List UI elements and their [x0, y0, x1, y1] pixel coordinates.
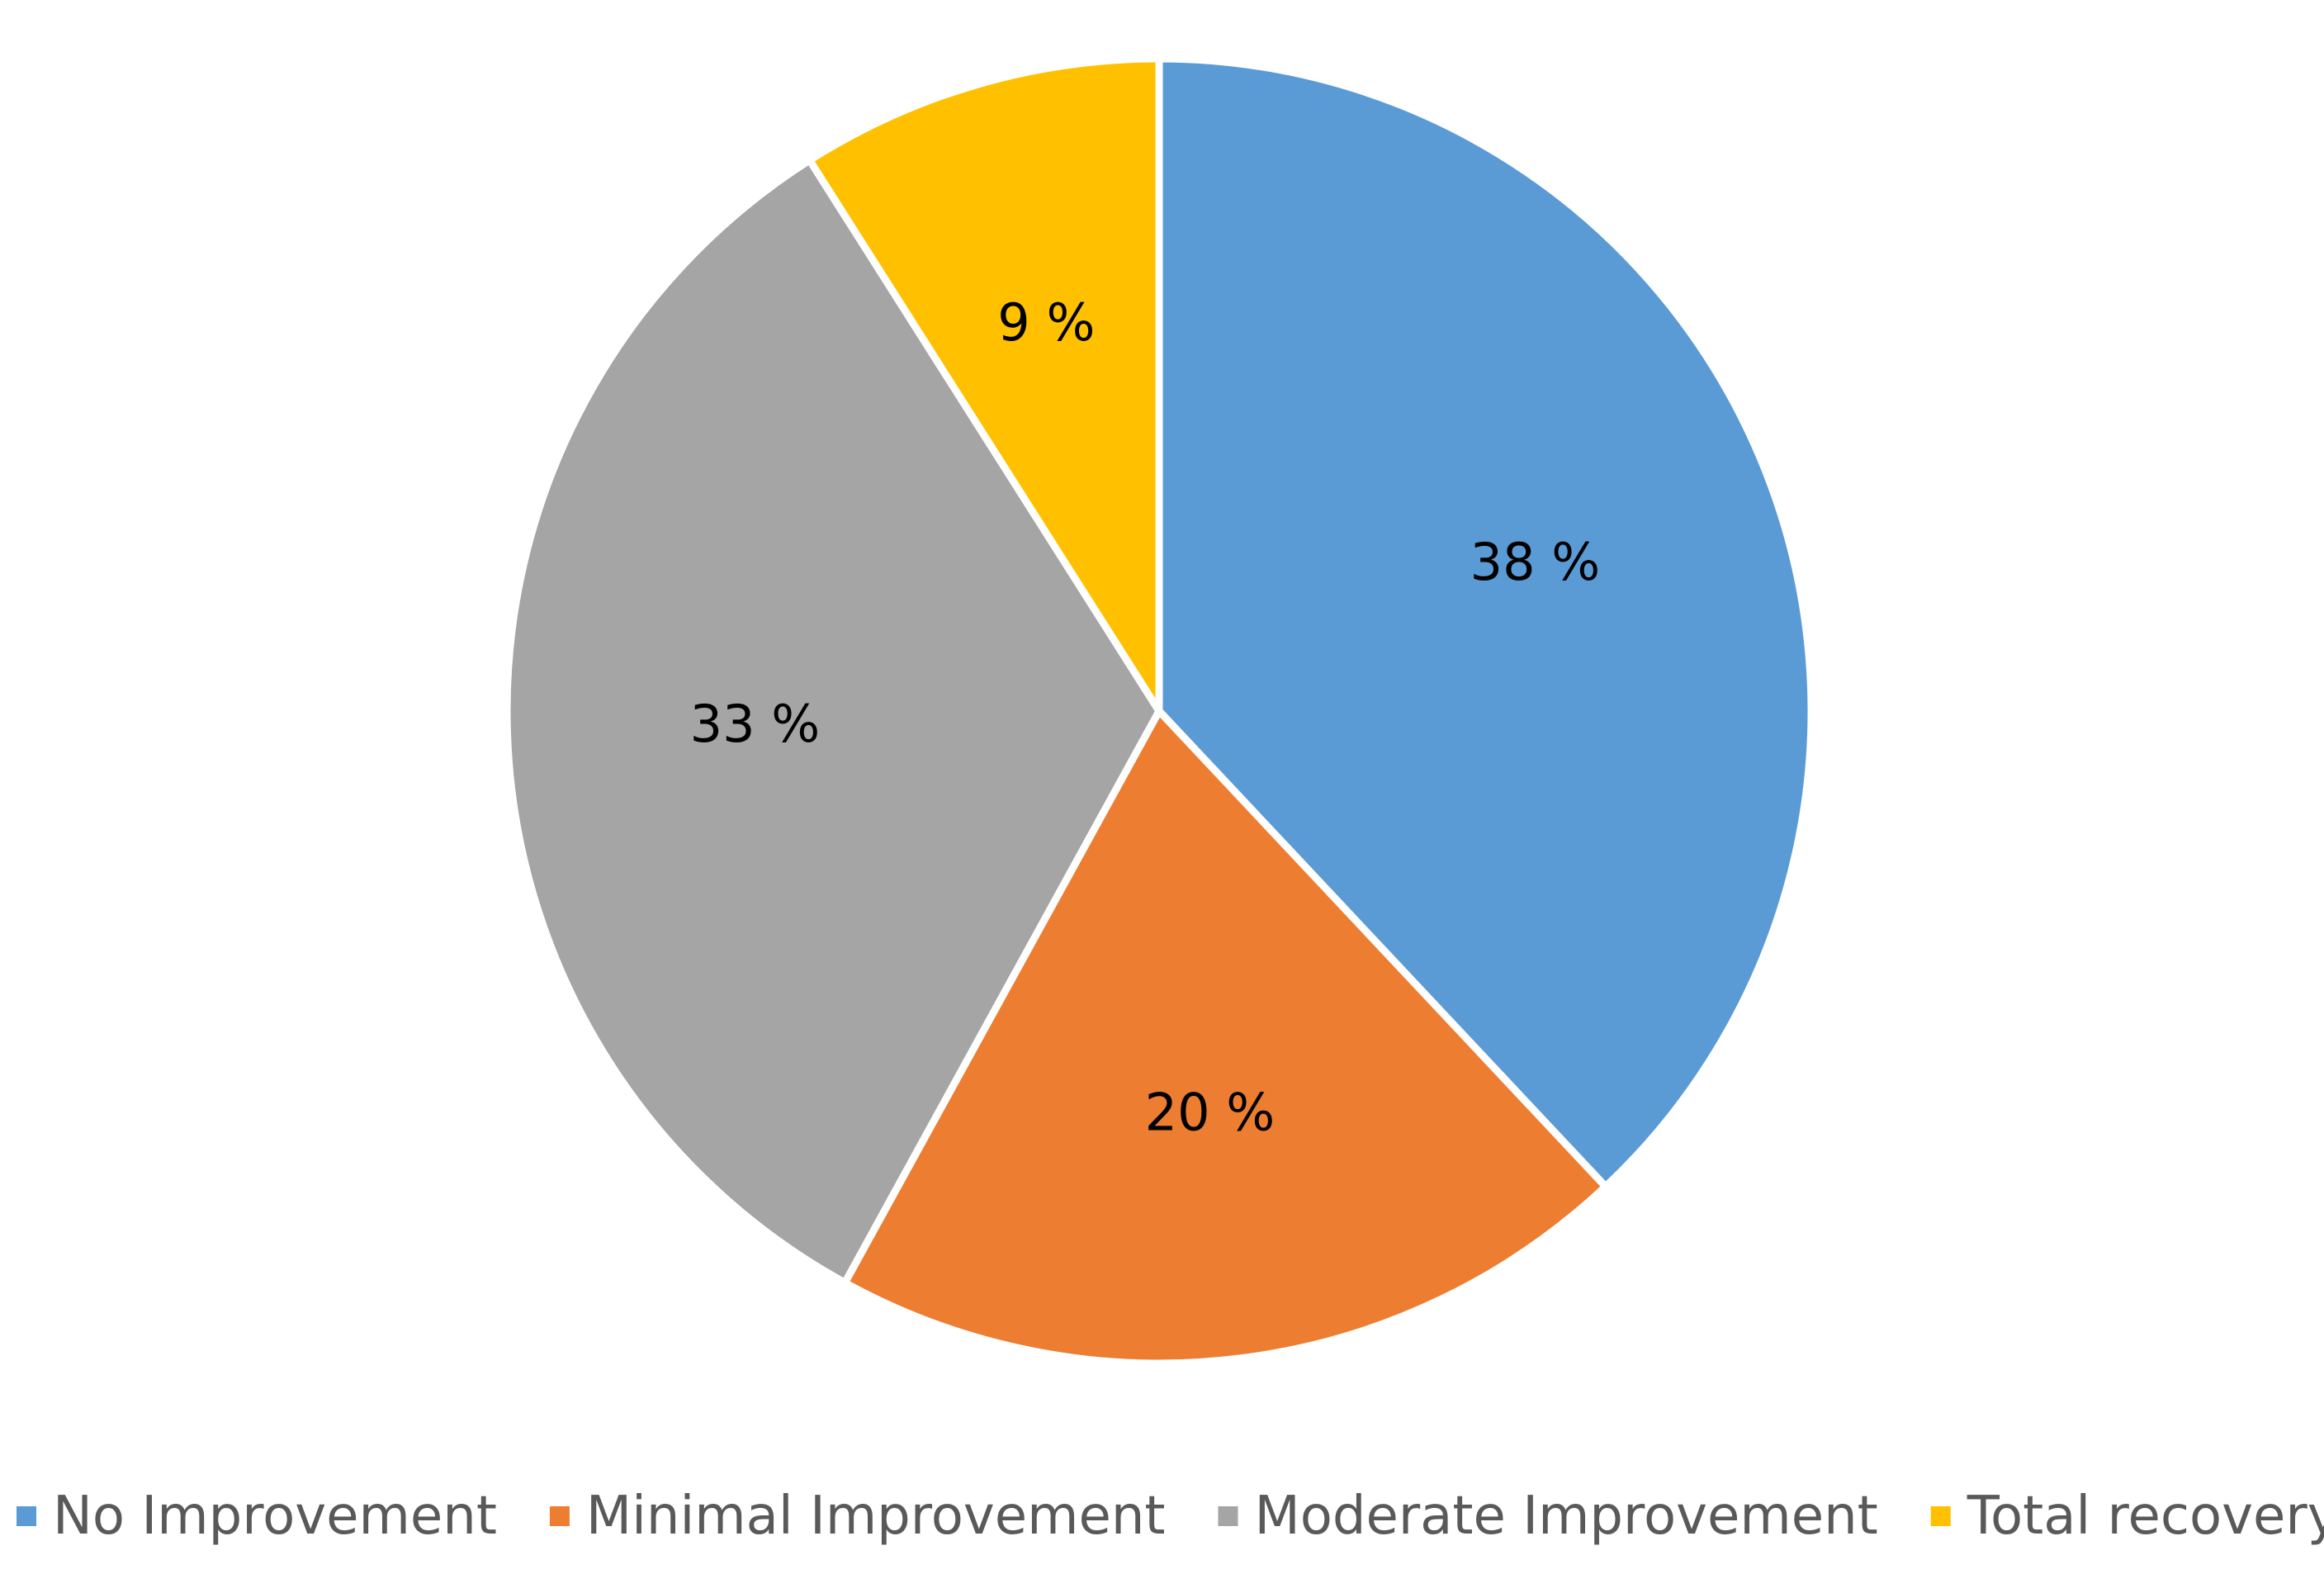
- legend-item-minimal-improvement: Minimal Improvement: [549, 1486, 1166, 1547]
- legend-item-total-recovery: Total recovery: [1930, 1486, 2324, 1547]
- pie-data-labels: 38 % 20 % 33 % 9 %: [690, 292, 1600, 1142]
- pie-slice-total-recovery: [806, 55, 1163, 715]
- pie-slices: [503, 55, 1815, 1368]
- pie-slice-moderate-improvement: [503, 156, 1163, 1287]
- legend-label-total-recovery: Total recovery: [1967, 1486, 2324, 1547]
- legend-swatch-minimal-improvement: [549, 1506, 570, 1526]
- data-label-minimal-improvement: 20 %: [1145, 1082, 1276, 1142]
- pie-slice-no-improvement: [1155, 55, 1815, 1191]
- legend-swatch-moderate-improvement: [1218, 1506, 1238, 1526]
- legend-item-moderate-improvement: Moderate Improvement: [1218, 1486, 1878, 1547]
- pie-slice-minimal-improvement: [840, 707, 1610, 1368]
- data-label-total-recovery: 9 %: [997, 292, 1095, 353]
- legend-swatch-no-improvement: [17, 1506, 36, 1526]
- legend: No Improvement Minimal Improvement Moderat…: [17, 1486, 2324, 1547]
- legend-label-minimal-improvement: Minimal Improvement: [586, 1486, 1166, 1547]
- data-label-no-improvement: 38 %: [1470, 532, 1601, 592]
- legend-label-moderate-improvement: Moderate Improvement: [1254, 1486, 1877, 1547]
- data-label-moderate-improvement: 33 %: [690, 694, 821, 754]
- legend-swatch-total-recovery: [1930, 1506, 1951, 1526]
- legend-label-no-improvement: No Improvement: [53, 1486, 497, 1547]
- legend-item-no-improvement: No Improvement: [17, 1486, 497, 1547]
